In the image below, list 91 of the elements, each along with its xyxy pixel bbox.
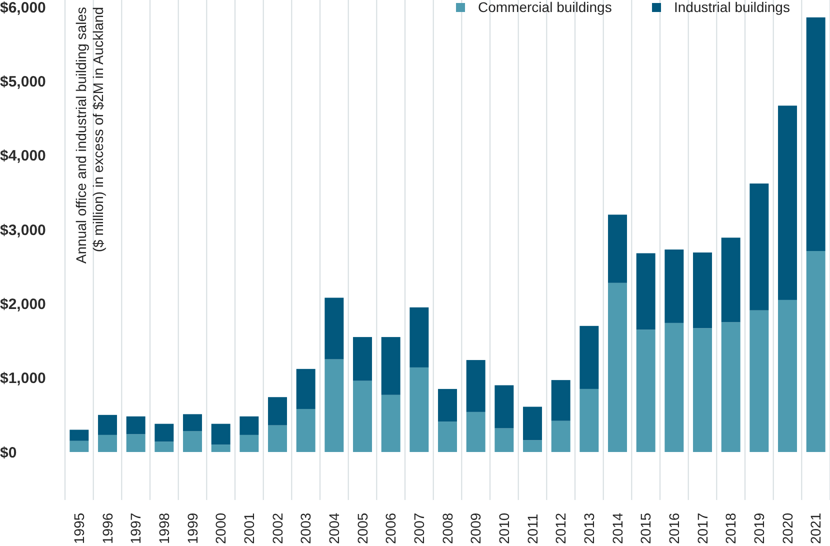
bar [353,380,372,452]
bar [240,434,259,452]
bar [778,106,797,300]
bar [466,412,486,452]
x-tick-label: 2014 [609,512,626,544]
bar [580,326,599,389]
bar [98,434,117,452]
y-tick-label: $0 [0,444,17,462]
bar [98,414,117,435]
y-tick-label: $2,000 [0,296,46,313]
x-tick-label: 1998 [156,512,172,544]
x-tick-label: 2015 [638,512,654,544]
bar [806,251,826,452]
x-tick-label: 2010 [496,512,512,544]
bar [806,17,826,252]
bar [466,360,486,412]
bar [608,282,627,452]
bar [211,444,230,452]
bar [636,330,656,452]
bar [410,367,429,452]
x-tick-label: 2018 [722,512,739,544]
bar [183,431,202,452]
x-tick-label: 2001 [241,512,258,544]
x-tick-label: 2009 [468,512,484,544]
x-tick-label: 1996 [99,512,116,544]
bar [750,310,769,452]
y-axis-title: Annual office and industrial building sales ($ million) in excess of $2M in Auckland [72,7,106,264]
bar [381,337,400,395]
bar [296,408,316,452]
x-tick-label: 2017 [694,512,710,544]
x-tick-label: 2003 [298,512,314,544]
x-tick-label: 2007 [411,512,428,544]
bar [721,238,740,322]
bar [410,307,429,368]
bar [551,380,570,421]
y-tick-label: $6,000 [0,0,46,16]
bar [636,253,656,330]
bar [381,394,400,452]
bar [183,414,202,432]
y-tick-label: $4,000 [0,148,46,165]
bar [126,416,146,434]
bar [240,416,259,435]
bar [693,328,712,452]
bar [750,184,769,310]
bar [494,385,514,428]
x-tick-label: 2008 [439,512,456,544]
bar [580,388,599,452]
bar [778,300,797,452]
y-tick-label: $3,000 [0,222,46,239]
y-tick-label: $1,000 [0,370,46,388]
x-tick-label: 2006 [382,512,399,544]
x-tick-label: 2005 [354,512,370,544]
bar [721,322,740,452]
x-tick-label: 2019 [751,512,768,544]
bar [268,397,287,426]
bar [438,388,457,422]
x-tick-label: 2004 [326,512,342,544]
bar [126,434,146,452]
bar [211,424,230,445]
x-tick-label: 2002 [269,512,286,544]
x-tick-label: 2013 [581,512,598,544]
bar [438,422,457,452]
y-tick-label: $5,000 [0,73,46,90]
bar [268,425,287,452]
bar [664,250,684,323]
bar [523,406,542,440]
legend-label: Industrial buildings [674,0,790,15]
bar [608,214,627,283]
legend-label: Commercial buildings [478,0,612,15]
x-tick-label: 2012 [552,512,569,544]
x-tick-label: 1995 [71,512,88,544]
bar [154,424,174,442]
x-tick-label: 2020 [779,512,796,544]
bar [494,428,514,452]
bar [664,322,684,452]
x-tick-label: 2000 [212,512,229,544]
bar [70,440,89,452]
x-tick-label: 1999 [184,512,200,544]
bar [523,440,542,452]
x-tick-label: 2016 [666,512,682,544]
bar [296,368,316,409]
x-tick-label: 2021 [808,512,824,544]
bar [154,442,174,452]
bar [693,252,712,328]
bar [551,420,570,452]
x-tick-label: 2011 [524,514,540,544]
bar [353,337,372,381]
bar [324,298,344,360]
bar [324,359,344,452]
bar [70,430,89,441]
x-tick-label: 1997 [128,512,144,544]
